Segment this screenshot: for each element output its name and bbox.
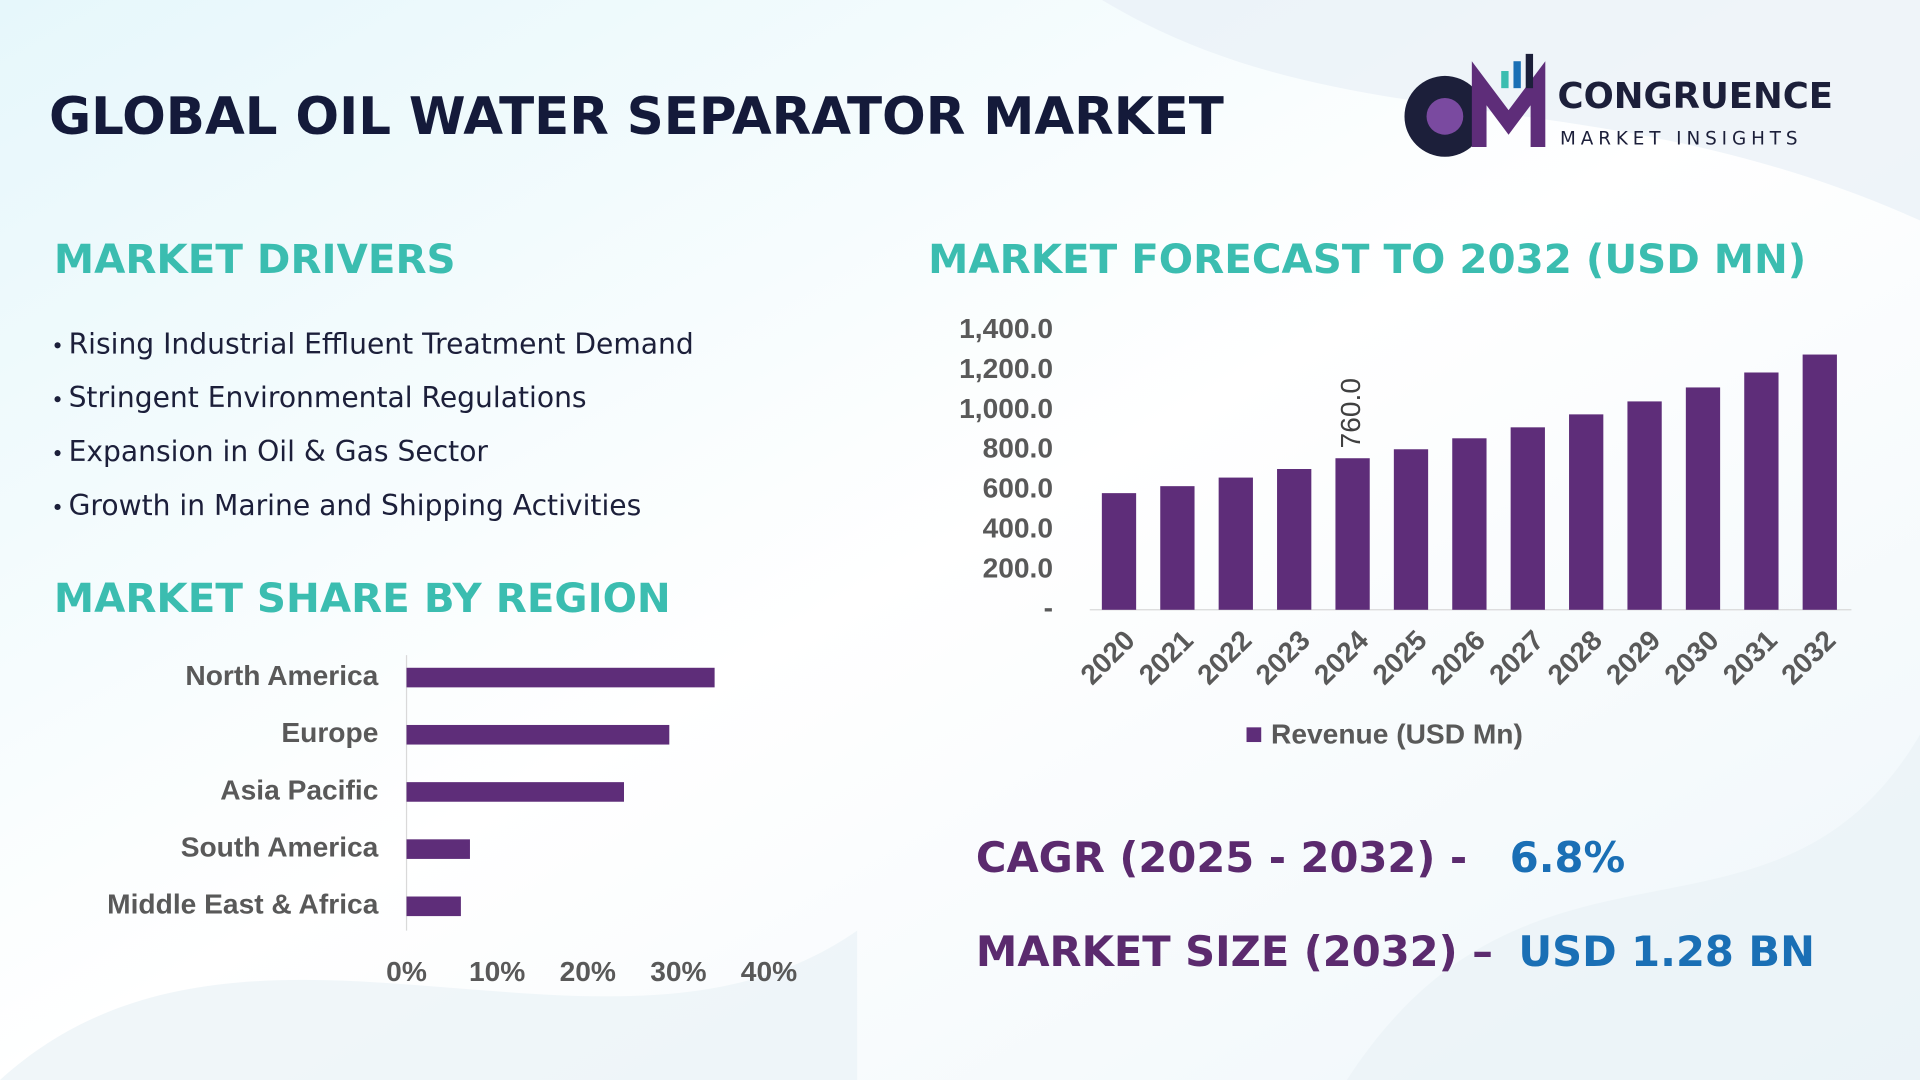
bullet-dot (54, 450, 61, 457)
category-label: Middle East & Africa (107, 889, 379, 920)
decor-wave (0, 930, 858, 1080)
logo: CONGRUENCE MARKET INSIGHTS (1404, 53, 1834, 157)
x-tick-label: 0% (386, 956, 427, 987)
x-tick-label: 20% (560, 956, 616, 987)
bullet-dot (54, 342, 61, 349)
category-label: Asia Pacific (220, 774, 378, 805)
category-label: Europe (281, 717, 378, 748)
y-tick-label: 200.0 (983, 552, 1053, 583)
y-tick-label: - (1044, 592, 1053, 623)
bar (1627, 401, 1662, 610)
y-tick-label: 600.0 (983, 473, 1053, 504)
category-label: South America (181, 832, 379, 863)
category-label: North America (185, 660, 378, 691)
x-tick-label: 30% (650, 956, 706, 987)
logo-globe (1426, 97, 1464, 135)
y-tick-label: 1,200.0 (959, 353, 1053, 384)
driver-item: Growth in Marine and Shipping Activities (69, 489, 642, 522)
bar (1393, 449, 1429, 610)
driver-item: Stringent Environmental Regulations (69, 381, 587, 414)
stat-label: MARKET SIZE (2032) – (976, 927, 1493, 976)
bullet-dot (54, 396, 61, 403)
logo-bar (1513, 61, 1521, 89)
data-label: 760.0 (1335, 378, 1366, 448)
bar (1160, 486, 1195, 610)
legend-label: Revenue (USD Mn) (1271, 718, 1523, 749)
x-tick-label: 40% (741, 956, 797, 987)
bar (1802, 354, 1837, 610)
bar (1335, 458, 1370, 610)
y-tick-label: 800.0 (983, 433, 1053, 464)
bar (406, 667, 715, 688)
logo-bar (1525, 53, 1534, 89)
bullet-dot (54, 503, 61, 510)
y-tick-label: 1,000.0 (959, 393, 1053, 424)
driver-item: Expansion in Oil & Gas Sector (69, 435, 489, 468)
legend-swatch (1246, 727, 1262, 743)
logo-bar (1501, 71, 1509, 89)
bar (1218, 477, 1253, 610)
stat-value: 6.8% (1510, 833, 1625, 882)
driver-item: Rising Industrial Effluent Treatment Dem… (69, 327, 694, 360)
stat-label: CAGR (2025 - 2032) - (976, 833, 1467, 882)
bar (406, 782, 624, 802)
bar (1452, 438, 1487, 610)
page-title: GLOBAL OIL WATER SEPARATOR MARKET (49, 87, 1224, 147)
region-chart: 0% 10% 20% 30% 40% North America Europe Asia Pa… (107, 660, 797, 987)
bar (1685, 387, 1721, 610)
section-heading: MARKET DRIVERS (54, 235, 456, 283)
bar (1744, 372, 1779, 610)
chart-title: MARKET FORECAST TO 2032 (USD MN) (928, 235, 1806, 283)
stats: CAGR (2025 - 2032) - 6.8% MARKET SIZE (203… (976, 833, 1815, 976)
drivers-list: Rising Industrial Effluent Treatment Dem… (54, 327, 694, 522)
logo-tagline: MARKET INSIGHTS (1560, 129, 1802, 150)
chart-title: MARKET SHARE BY REGION (54, 574, 671, 622)
logo-name: CONGRUENCE (1558, 76, 1834, 117)
bar (1510, 427, 1545, 610)
x-tick-label: 10% (469, 956, 525, 987)
y-tick-label: 1,400.0 (959, 313, 1053, 344)
bar (406, 896, 461, 917)
stat-value: USD 1.28 BN (1518, 927, 1815, 976)
y-tick-label: 400.0 (983, 512, 1053, 543)
bar (406, 839, 470, 859)
bar (1101, 493, 1137, 610)
bar (1277, 469, 1312, 610)
logo-m (1471, 61, 1546, 147)
bar (1569, 414, 1604, 610)
decor-wave (1346, 734, 1920, 1080)
bar (406, 724, 670, 745)
